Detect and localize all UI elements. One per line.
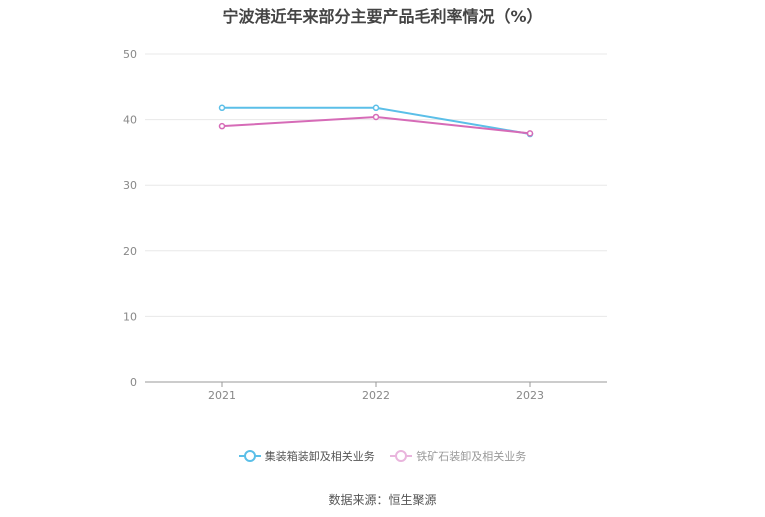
data-point-0-0[interactable] [218, 104, 226, 112]
x-axis-ticks: 2021 2022 2023 [208, 382, 544, 402]
x-tick-label: 2022 [362, 389, 390, 402]
data-point-1-1[interactable] [372, 113, 380, 121]
series-line-0 [222, 106, 531, 136]
y-tick-label: 40 [123, 114, 137, 127]
y-tick-label: 30 [123, 179, 137, 192]
legend: 集装箱装卸及相关业务 铁矿石装卸及相关业务 [0, 448, 765, 465]
legend-item-ironore[interactable]: 铁矿石装卸及相关业务 [390, 448, 526, 464]
y-tick-label: 20 [123, 245, 137, 258]
gridlines [145, 53, 607, 317]
chart-title: 宁波港近年来部分主要产品毛利率情况（%） [222, 7, 543, 26]
legend-marker-icon [238, 450, 261, 462]
data-point-1-0[interactable] [218, 122, 226, 130]
x-tick-label: 2023 [516, 389, 544, 402]
series-lines [218, 104, 534, 138]
legend-label-ironore: 铁矿石装卸及相关业务 [416, 450, 527, 463]
legend-item-container[interactable]: 集装箱装卸及相关业务 [238, 448, 375, 464]
y-tick-label: 0 [130, 376, 137, 389]
data-point-0-1[interactable] [372, 104, 380, 112]
y-tick-label: 50 [123, 48, 137, 61]
y-tick-label: 10 [123, 310, 137, 323]
line-chart: 0 10 20 30 40 50 2021 2022 2023 [123, 48, 607, 402]
x-tick-label: 2021 [208, 389, 236, 402]
data-point-1-2[interactable] [526, 130, 534, 137]
data-source: 数据来源：恒生聚源 [328, 493, 437, 507]
legend-label-container: 集装箱装卸及相关业务 [264, 450, 375, 463]
legend-marker-icon [390, 450, 413, 462]
y-axis-tick-labels: 0 10 20 30 40 50 [123, 48, 137, 389]
